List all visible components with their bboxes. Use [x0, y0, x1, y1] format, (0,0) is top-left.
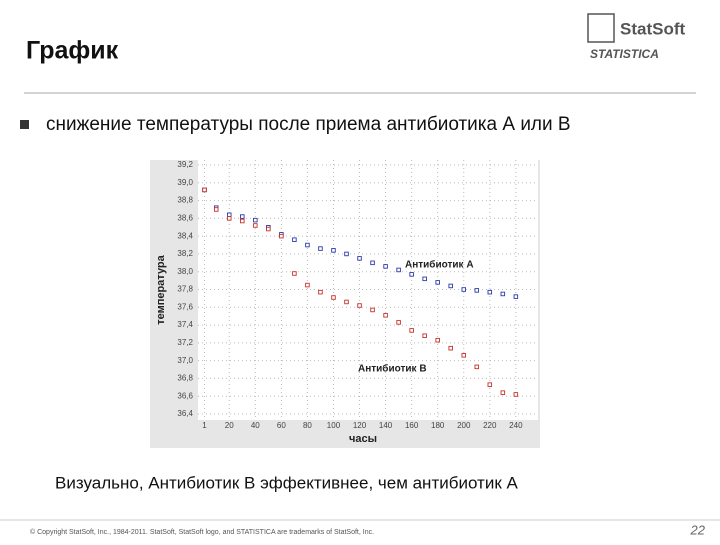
y-tick-label: 38,6 [177, 213, 193, 222]
conclusion: Визуально, Антибиотик В эффективнее, чем… [55, 473, 518, 492]
x-tick-label: 160 [405, 421, 419, 430]
marker [305, 282, 310, 288]
y-tick-label: 38,0 [177, 267, 193, 276]
marker [500, 291, 506, 297]
marker [435, 337, 440, 343]
chart: 36,4 36,6 36,8 37,0 37,2 37,4 37,6 37,8 38,0 38,2… [155, 160, 538, 445]
marker [318, 289, 323, 295]
y-tick-label: 39,0 [177, 178, 193, 187]
bullet-icon [20, 120, 29, 129]
marker [422, 333, 427, 338]
series-annotation: Антибиотик В [358, 363, 427, 375]
marker [266, 226, 271, 232]
marker [279, 233, 284, 239]
marker [292, 237, 297, 242]
marker [227, 212, 232, 218]
x-tick-label: 200 [457, 421, 471, 430]
marker [292, 271, 297, 276]
x-tick-label: 20 [225, 421, 234, 430]
y-tick-label: 38,2 [177, 249, 193, 258]
slide-title: График [26, 37, 119, 65]
marker [344, 251, 349, 257]
y-tick-label: 37,0 [177, 356, 193, 365]
x-tick-label: 40 [251, 421, 260, 430]
x-tick-label: 100 [327, 421, 341, 430]
marker [513, 392, 519, 397]
x-tick-label: 120 [353, 421, 367, 430]
marker [227, 216, 232, 221]
y-axis-label: температура [155, 254, 167, 324]
x-tick-label: 1 [202, 421, 207, 430]
marker [500, 390, 506, 395]
marker [213, 207, 219, 212]
y-tick-label: 36,8 [177, 374, 193, 383]
y-tick-label: 37,6 [177, 302, 193, 311]
marker [513, 294, 519, 299]
y-tick-label: 37,2 [177, 338, 193, 347]
marker [370, 307, 375, 313]
marker [305, 242, 310, 248]
marker [435, 280, 440, 285]
logo-top: StatSoft [620, 19, 686, 38]
y-tick-label: 37,4 [177, 320, 193, 329]
y-tick-label: 38,4 [177, 231, 193, 240]
marker [240, 218, 245, 224]
marker [487, 289, 493, 295]
y-tick-label: 36,4 [177, 409, 193, 418]
marker [331, 295, 336, 300]
marker [253, 223, 258, 228]
bullet-text: снижение температуры после приема антиби… [46, 114, 571, 135]
x-axis-label: часы [349, 433, 377, 445]
marker [474, 364, 480, 370]
marker [370, 260, 375, 266]
marker [357, 256, 362, 261]
marker [461, 353, 466, 358]
x-tick-label: 140 [379, 421, 393, 430]
x-tick-label: 220 [483, 421, 497, 430]
marker [409, 328, 414, 333]
x-tick-label: 180 [431, 421, 445, 430]
marker [487, 382, 493, 387]
marker [318, 246, 323, 251]
y-tick-label: 38,8 [177, 196, 193, 205]
marker [253, 217, 258, 223]
marker [461, 287, 466, 292]
marker [396, 267, 401, 273]
footer: © Copyright StatSoft, Inc., 1984-2011. S… [30, 528, 374, 536]
y-tick-label: 39,2 [177, 160, 193, 169]
marker [448, 283, 453, 289]
series-annotation: Антибиотик А [405, 259, 474, 271]
marker [448, 345, 453, 351]
marker [422, 276, 427, 282]
marker [396, 320, 401, 325]
page-number: 22 [690, 522, 706, 537]
x-tick-label: 80 [303, 421, 312, 430]
marker [383, 264, 388, 269]
y-tick-label: 37,8 [177, 285, 193, 294]
marker [409, 272, 414, 277]
marker [383, 313, 388, 318]
marker [357, 303, 362, 308]
logo-bottom: STATISTICA [590, 47, 659, 61]
marker [474, 288, 480, 293]
marker [202, 187, 207, 193]
y-tick-label: 36,6 [177, 391, 193, 400]
x-tick-label: 60 [277, 421, 286, 430]
x-tick-label: 240 [509, 421, 523, 430]
marker [331, 248, 336, 253]
marker [344, 299, 349, 305]
logo-icon [587, 13, 615, 43]
marker [240, 214, 245, 219]
